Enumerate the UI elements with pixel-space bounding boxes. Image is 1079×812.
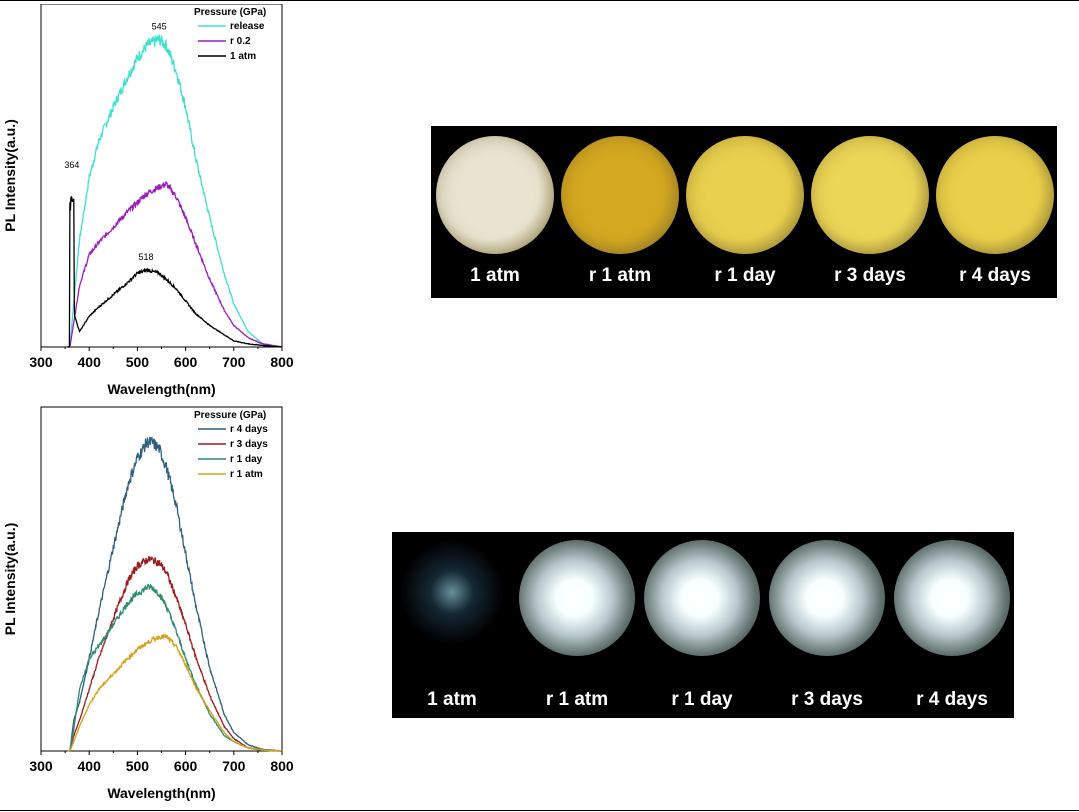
legend-label-r-1-day: r 1 day: [230, 454, 263, 465]
photo-label-1-atm: 1 atm: [427, 689, 477, 710]
series-line-1-atm: [67, 195, 283, 348]
photo-label-r-1-atm: r 1 atm: [545, 689, 609, 710]
series-line-r-4-days: [67, 436, 282, 752]
peak-annotation-545: 545: [152, 21, 167, 31]
series-line-r-1-atm: [67, 633, 283, 752]
sample-photo-r-1-day: [644, 540, 760, 656]
x-tick-label-800: 800: [270, 758, 294, 774]
sample-photo-1-atm: [436, 136, 554, 254]
sample-photo-r-4-days: [936, 136, 1054, 254]
sample-photo-r-1-day: [686, 136, 804, 254]
photo-label-r-1-atm: r 1 atm: [588, 265, 652, 286]
pl-chart-bottom-svg: 300 400 500 600 700 800 Wavelength(nm) PL Inten…: [2, 406, 294, 801]
x-tick-label-700: 700: [222, 758, 246, 774]
photo-label-r-3-days: r 3 days: [791, 689, 863, 710]
photo-label-r-1-day: r 1 day: [714, 265, 776, 286]
sample-photo-r-3-days: [811, 136, 929, 254]
x-tick-label-600: 600: [174, 354, 198, 370]
x-tick-label-400: 400: [78, 354, 102, 370]
peak-annotation-518: 518: [139, 252, 154, 262]
sample-photo-r-3-days: [769, 540, 885, 656]
pl-chart-top-svg: 545 364 518 300 400 500 600 700 800 Wavelength(nm…: [2, 4, 294, 397]
series-line-release: [67, 34, 283, 348]
series-line-r-3-days: [67, 555, 283, 752]
series-line-r-0-2: [67, 181, 283, 348]
legend-label-r-0-2: r 0.2: [230, 36, 251, 47]
sample-photo-r-4-days: [894, 540, 1010, 656]
peak-annotation-364: 364: [64, 160, 79, 170]
y-axis-label: PL Intensity(a.u.): [2, 523, 18, 636]
photo-label-r-1-day: r 1 day: [671, 689, 733, 710]
top-border: [0, 0, 1079, 1]
x-axis-label: Wavelength(nm): [107, 381, 215, 397]
photo-label-1-atm: 1 atm: [470, 265, 520, 286]
x-tick-label-700: 700: [222, 354, 246, 370]
sample-photo-r-1-atm: [561, 136, 679, 254]
bottom-border: [0, 810, 1079, 811]
sample-photo-1-atm: [394, 540, 510, 656]
x-tick-label-300: 300: [29, 758, 53, 774]
sample-photo-r-1-atm: [519, 540, 635, 656]
legend-label-r-4-days: r 4 days: [230, 424, 268, 435]
legend-label-r-1-atm: r 1 atm: [230, 469, 263, 480]
legend-label-1-atm: 1 atm: [230, 51, 256, 62]
x-tick-label-500: 500: [126, 758, 150, 774]
bright-field-photo-panel: 1 atm r 1 atm r 1 day r 3 days r 4 days: [431, 126, 1057, 298]
y-axis-label: PL Intensity(a.u.): [2, 119, 18, 232]
photo-label-r-3-days: r 3 days: [834, 265, 906, 286]
pl-chart-top: 545 364 518 300 400 500 600 700 800 Wavelength(nm…: [0, 4, 300, 404]
x-tick-label-800: 800: [270, 354, 294, 370]
x-tick-label-500: 500: [126, 354, 150, 370]
legend-label-r-3-days: r 3 days: [230, 439, 268, 450]
fluorescence-photo-panel: 1 atm r 1 atm r 1 day r 3 days r 4 days: [392, 532, 1014, 718]
pl-chart-bottom: 300 400 500 600 700 800 Wavelength(nm) PL Inten…: [0, 405, 300, 810]
x-tick-label-600: 600: [174, 758, 198, 774]
x-axis-label: Wavelength(nm): [107, 785, 215, 801]
photo-label-r-4-days: r 4 days: [916, 689, 988, 710]
x-tick-label-300: 300: [29, 354, 53, 370]
legend-title: Pressure (GPa): [194, 7, 266, 18]
legend-label-release: release: [230, 21, 265, 32]
photo-label-r-4-days: r 4 days: [959, 265, 1031, 286]
x-tick-label-400: 400: [78, 758, 102, 774]
legend-title: Pressure (GPa): [194, 410, 266, 421]
